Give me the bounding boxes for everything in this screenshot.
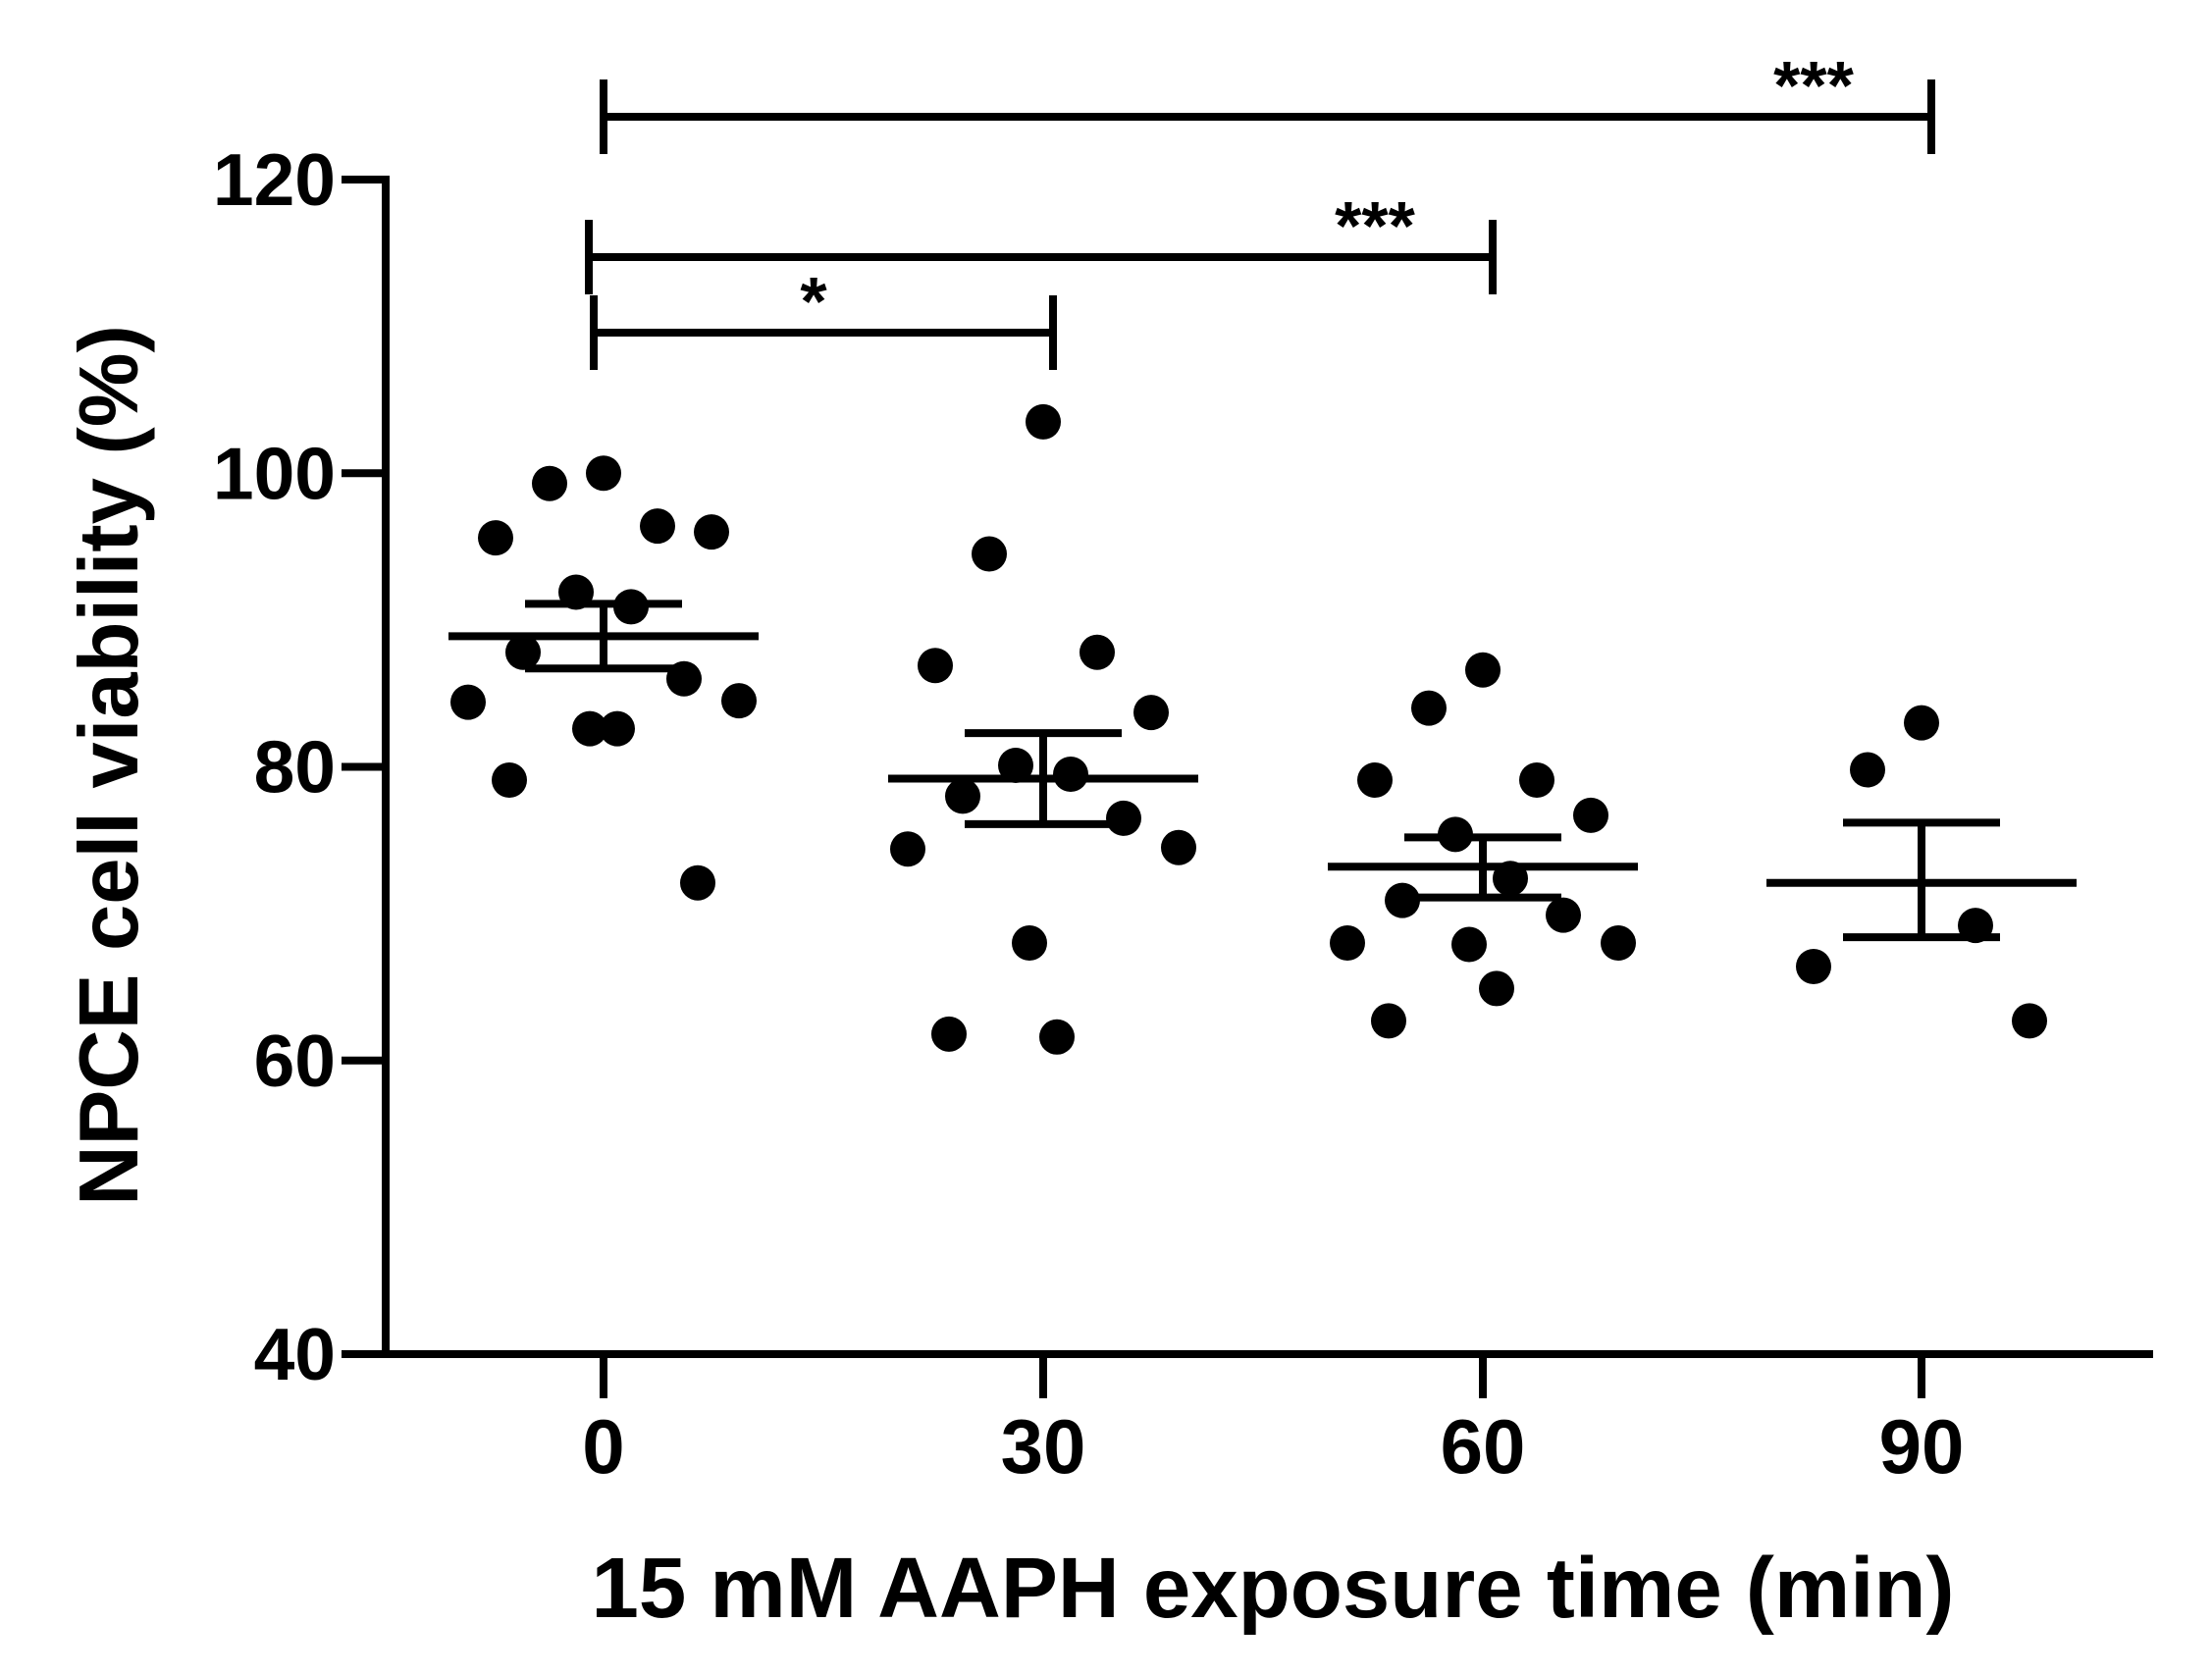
significance-brackets: ******* (585, 47, 1935, 370)
data-point (680, 864, 715, 901)
data-point (600, 710, 635, 747)
data-point (492, 761, 527, 798)
data-point (972, 536, 1007, 572)
data-point (572, 710, 607, 747)
mean-sem-bars (448, 600, 2077, 942)
data-point (998, 748, 1033, 784)
data-point (1850, 752, 1885, 788)
y-tick-labels: 40 60 80 100 120 (213, 138, 336, 1395)
data-point (450, 684, 486, 720)
data-point (890, 831, 925, 867)
data-point (532, 465, 567, 501)
data-point (505, 634, 541, 670)
data-point (1519, 761, 1554, 798)
data-point (1601, 925, 1636, 962)
data-point (1330, 925, 1365, 962)
data-point (1546, 897, 1581, 933)
data-points (450, 403, 2047, 1055)
data-point (1573, 797, 1608, 833)
data-point (1053, 756, 1088, 792)
data-point (945, 778, 980, 814)
data-point (1904, 705, 1939, 741)
data-point (1080, 634, 1115, 670)
data-point (1451, 926, 1487, 963)
data-point (1133, 695, 1169, 731)
x-tick-label: 60 (1441, 1403, 1526, 1490)
significance-label: *** (1773, 47, 1854, 124)
data-point (640, 508, 675, 545)
data-point (1465, 652, 1501, 688)
data-point (694, 514, 729, 550)
x-tick-label: 30 (1001, 1403, 1086, 1490)
x-tick-labels: 0 30 60 90 (582, 1403, 1964, 1490)
y-tick-label: 40 (254, 1313, 336, 1395)
data-point (1371, 1003, 1406, 1039)
data-point (2012, 1003, 2047, 1039)
data-point (1357, 761, 1393, 798)
y-tick-label: 80 (254, 726, 336, 809)
significance-label: *** (1335, 187, 1415, 264)
data-point (918, 648, 953, 684)
data-point (1039, 1019, 1075, 1055)
data-point (1796, 948, 1831, 984)
x-axis-label: 15 mM AAPH exposure time (min) (591, 1541, 1954, 1636)
data-point (586, 455, 621, 492)
data-point (1385, 882, 1420, 918)
x-tick-label: 90 (1879, 1403, 1965, 1490)
y-tick-label: 120 (213, 138, 336, 221)
significance-label: * (800, 263, 827, 340)
data-point (1479, 970, 1514, 1007)
y-axis-label: NPCE cell viability (%) (63, 325, 156, 1205)
data-point (1012, 925, 1047, 962)
data-point (1411, 690, 1447, 726)
y-tick-label: 60 (254, 1020, 336, 1102)
y-tick-label: 100 (213, 432, 336, 514)
axes (342, 176, 2153, 1398)
data-point (931, 1016, 967, 1052)
data-point (1026, 403, 1061, 440)
data-point (478, 520, 513, 556)
data-point (1161, 829, 1196, 865)
data-point (721, 683, 757, 719)
x-tick-label: 0 (582, 1403, 624, 1490)
data-point (1106, 800, 1141, 836)
